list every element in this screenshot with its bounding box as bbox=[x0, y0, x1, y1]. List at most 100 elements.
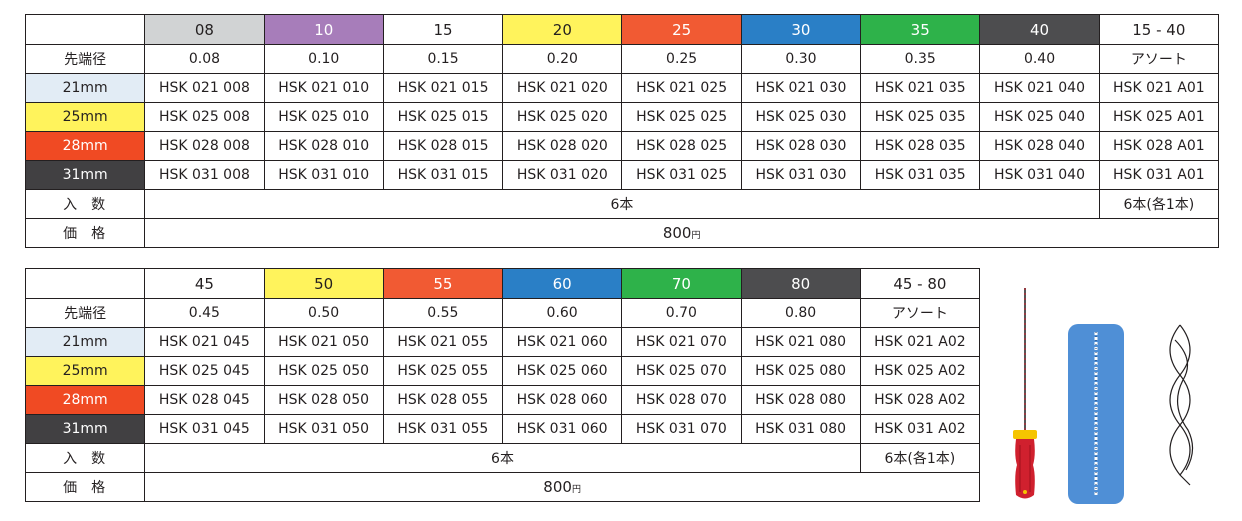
product-code-cell: HSK 025 008 bbox=[144, 102, 265, 132]
tip-diameter-cell: 0.35 bbox=[860, 44, 981, 74]
product-code-cell: HSK 025 060 bbox=[501, 356, 623, 386]
price-unit: 円 bbox=[691, 231, 701, 241]
product-code-cell: HSK 021 A02 bbox=[859, 327, 981, 357]
product-code-cell: HSK 031 020 bbox=[502, 160, 623, 190]
price-label: 価格 bbox=[24, 472, 146, 502]
product-table-1: 08 10 15 20 25 30 35 40 15 - 40 先端径 0.08 0.10 0.15 0.… bbox=[24, 14, 1220, 248]
product-code-cell: HSK 028 060 bbox=[501, 385, 623, 415]
tip-diameter-row: 先端径 0.08 0.10 0.15 0.20 0.25 0.30 0.35 0.40 アソート bbox=[24, 44, 1220, 74]
product-code-cell: HSK 028 030 bbox=[740, 131, 862, 161]
product-code-cell: HSK 028 035 bbox=[860, 131, 981, 161]
corner-cell bbox=[24, 14, 146, 45]
product-code-cell: HSK 031 070 bbox=[621, 414, 742, 444]
tip-diameter-label: 先端径 bbox=[24, 44, 146, 74]
product-code-cell: HSK 031 A01 bbox=[1098, 160, 1220, 190]
product-code-cell: HSK 021 030 bbox=[740, 73, 862, 103]
size-header-row: 45 50 55 60 70 80 45 - 80 bbox=[24, 268, 981, 299]
size-number-cell: 40 bbox=[979, 14, 1100, 45]
twist-diagram-icon bbox=[1169, 324, 1194, 486]
product-code-cell: HSK 025 040 bbox=[979, 102, 1100, 132]
length-label: 31mm bbox=[24, 160, 146, 190]
product-code-cell: HSK 028 045 bbox=[144, 385, 265, 415]
product-code-cell: HSK 025 055 bbox=[382, 356, 504, 386]
product-code-cell: HSK 028 015 bbox=[382, 131, 504, 161]
product-code-cell: HSK 021 010 bbox=[263, 73, 384, 103]
product-code-cell: HSK 025 A01 bbox=[1098, 102, 1220, 132]
endodontic-file-icon bbox=[1013, 288, 1037, 499]
length-row: 28mm HSK 028 008 HSK 028 010 HSK 028 015 HSK… bbox=[24, 131, 1220, 161]
product-code-cell: HSK 025 050 bbox=[263, 356, 384, 386]
product-code-cell: HSK 031 015 bbox=[382, 160, 504, 190]
product-table-2: 45 50 55 60 70 80 45 - 80 先端径 0.45 0.50 0.55 0.60 0.… bbox=[24, 268, 981, 502]
length-row: 25mm HSK 025 008 HSK 025 010 HSK 025 015 HSK… bbox=[24, 102, 1220, 132]
product-code-cell: HSK 025 045 bbox=[144, 356, 265, 386]
product-code-cell: HSK 028 070 bbox=[621, 385, 742, 415]
product-code-cell: HSK 021 A01 bbox=[1098, 73, 1220, 103]
product-code-cell: HSK 021 020 bbox=[502, 73, 623, 103]
product-code-cell: HSK 021 015 bbox=[382, 73, 504, 103]
size-number-cell: 55 bbox=[382, 268, 504, 299]
quantity-row: 入数 6本 6本(各1本) bbox=[24, 443, 981, 473]
product-code-cell: HSK 025 015 bbox=[382, 102, 504, 132]
product-code-cell: HSK 021 035 bbox=[860, 73, 981, 103]
product-code-cell: HSK 031 045 bbox=[144, 414, 265, 444]
price-amount: 800 bbox=[662, 224, 692, 242]
price-unit: 円 bbox=[571, 485, 581, 495]
product-code-cell: HSK 031 050 bbox=[263, 414, 384, 444]
size-header-row: 08 10 15 20 25 30 35 40 15 - 40 bbox=[24, 14, 1220, 45]
product-code-cell: HSK 025 A02 bbox=[859, 356, 981, 386]
length-label: 31mm bbox=[24, 414, 146, 444]
product-code-cell: HSK 031 008 bbox=[144, 160, 265, 190]
product-code-cell: HSK 028 020 bbox=[502, 131, 623, 161]
tip-diameter-cell: アソート bbox=[859, 298, 981, 328]
product-code-cell: HSK 021 025 bbox=[621, 73, 742, 103]
tip-diameter-row: 先端径 0.45 0.50 0.55 0.60 0.70 0.80 アソート bbox=[24, 298, 981, 328]
product-code-cell: HSK 028 A02 bbox=[859, 385, 981, 415]
tip-diameter-cell: 0.40 bbox=[979, 44, 1100, 74]
length-row: 21mm HSK 021 008 HSK 021 010 HSK 021 015 HSK… bbox=[24, 73, 1220, 103]
product-code-cell: HSK 021 060 bbox=[501, 327, 623, 357]
length-row: 31mm HSK 031 008 HSK 031 010 HSK 031 015 HSK… bbox=[24, 160, 1220, 190]
product-code-cell: HSK 028 008 bbox=[144, 131, 265, 161]
product-code-cell: HSK 021 045 bbox=[144, 327, 265, 357]
file-illustration bbox=[1013, 288, 1194, 504]
product-code-cell: HSK 031 040 bbox=[979, 160, 1100, 190]
size-number-cell: 20 bbox=[502, 14, 623, 45]
product-code-cell: HSK 021 008 bbox=[144, 73, 265, 103]
length-label: 28mm bbox=[24, 131, 146, 161]
product-code-cell: HSK 028 025 bbox=[621, 131, 742, 161]
size-number-cell: 35 bbox=[860, 14, 981, 45]
product-code-cell: HSK 031 060 bbox=[501, 414, 623, 444]
quantity-label: 入数 bbox=[24, 189, 146, 219]
size-number-cell: 80 bbox=[740, 268, 861, 299]
file-closeup-panel bbox=[1068, 324, 1124, 504]
tip-diameter-cell: 0.15 bbox=[382, 44, 504, 74]
size-number-cell: 08 bbox=[144, 14, 265, 45]
product-code-cell: HSK 021 050 bbox=[263, 327, 384, 357]
tip-diameter-cell: 0.10 bbox=[263, 44, 384, 74]
length-label: 28mm bbox=[24, 385, 146, 415]
quantity-assort-value: 6本(各1本) bbox=[1098, 189, 1220, 219]
product-code-cell: HSK 021 040 bbox=[979, 73, 1100, 103]
product-code-cell: HSK 028 010 bbox=[263, 131, 384, 161]
price-row: 価格 800円 bbox=[24, 472, 980, 502]
length-label: 25mm bbox=[24, 102, 146, 132]
size-number-cell: 45 - 80 bbox=[859, 268, 981, 299]
size-number-cell: 10 bbox=[263, 14, 384, 45]
length-label: 21mm bbox=[24, 327, 146, 357]
length-label: 25mm bbox=[24, 356, 146, 386]
tip-diameter-label: 先端径 bbox=[24, 298, 146, 328]
size-number-cell: 15 - 40 bbox=[1098, 14, 1220, 45]
corner-cell bbox=[24, 268, 146, 299]
product-code-cell: HSK 025 025 bbox=[621, 102, 742, 132]
price-amount: 800 bbox=[543, 478, 572, 496]
product-code-cell: HSK 021 055 bbox=[382, 327, 504, 357]
product-code-cell: HSK 028 055 bbox=[382, 385, 504, 415]
tip-diameter-cell: 0.70 bbox=[621, 298, 742, 328]
quantity-value: 6本 bbox=[144, 189, 1100, 219]
product-code-cell: HSK 028 050 bbox=[263, 385, 384, 415]
length-row: 25mm HSK 025 045 HSK 025 050 HSK 025 055 HSK… bbox=[24, 356, 981, 386]
tip-diameter-cell: 0.20 bbox=[502, 44, 623, 74]
tip-diameter-cell: 0.08 bbox=[144, 44, 265, 74]
size-number-cell: 70 bbox=[621, 268, 742, 299]
